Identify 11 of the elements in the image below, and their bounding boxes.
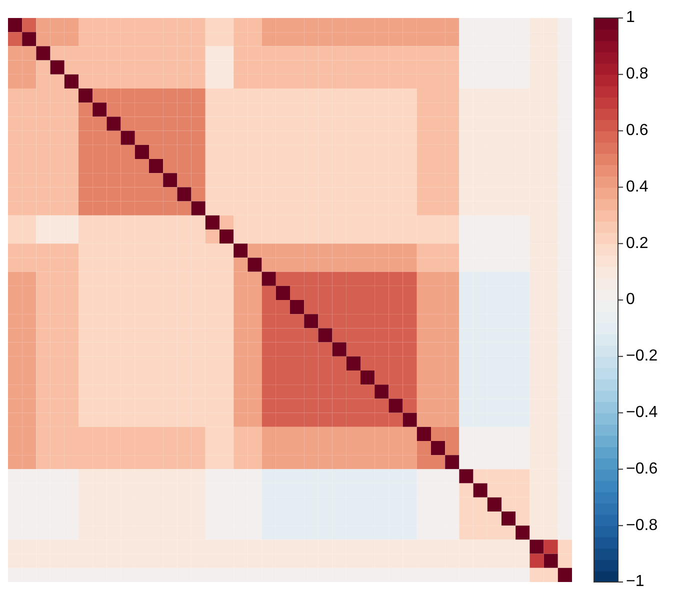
color-bar-label: −0.2 [626, 348, 658, 365]
color-bar-label: 0.8 [626, 66, 648, 83]
color-bar-label: −0.4 [626, 404, 658, 422]
color-bar-label: 0.2 [626, 234, 648, 252]
color-bar-label: 0.6 [626, 122, 648, 140]
color-bar-label: 0.4 [626, 178, 648, 196]
color-bar-label: 0 [626, 291, 635, 308]
color-bar-label: −1 [626, 573, 644, 590]
color-bar-label: −0.6 [626, 460, 658, 478]
color-bar-label: 1 [626, 9, 635, 26]
color-bar-label: −0.8 [626, 516, 658, 534]
